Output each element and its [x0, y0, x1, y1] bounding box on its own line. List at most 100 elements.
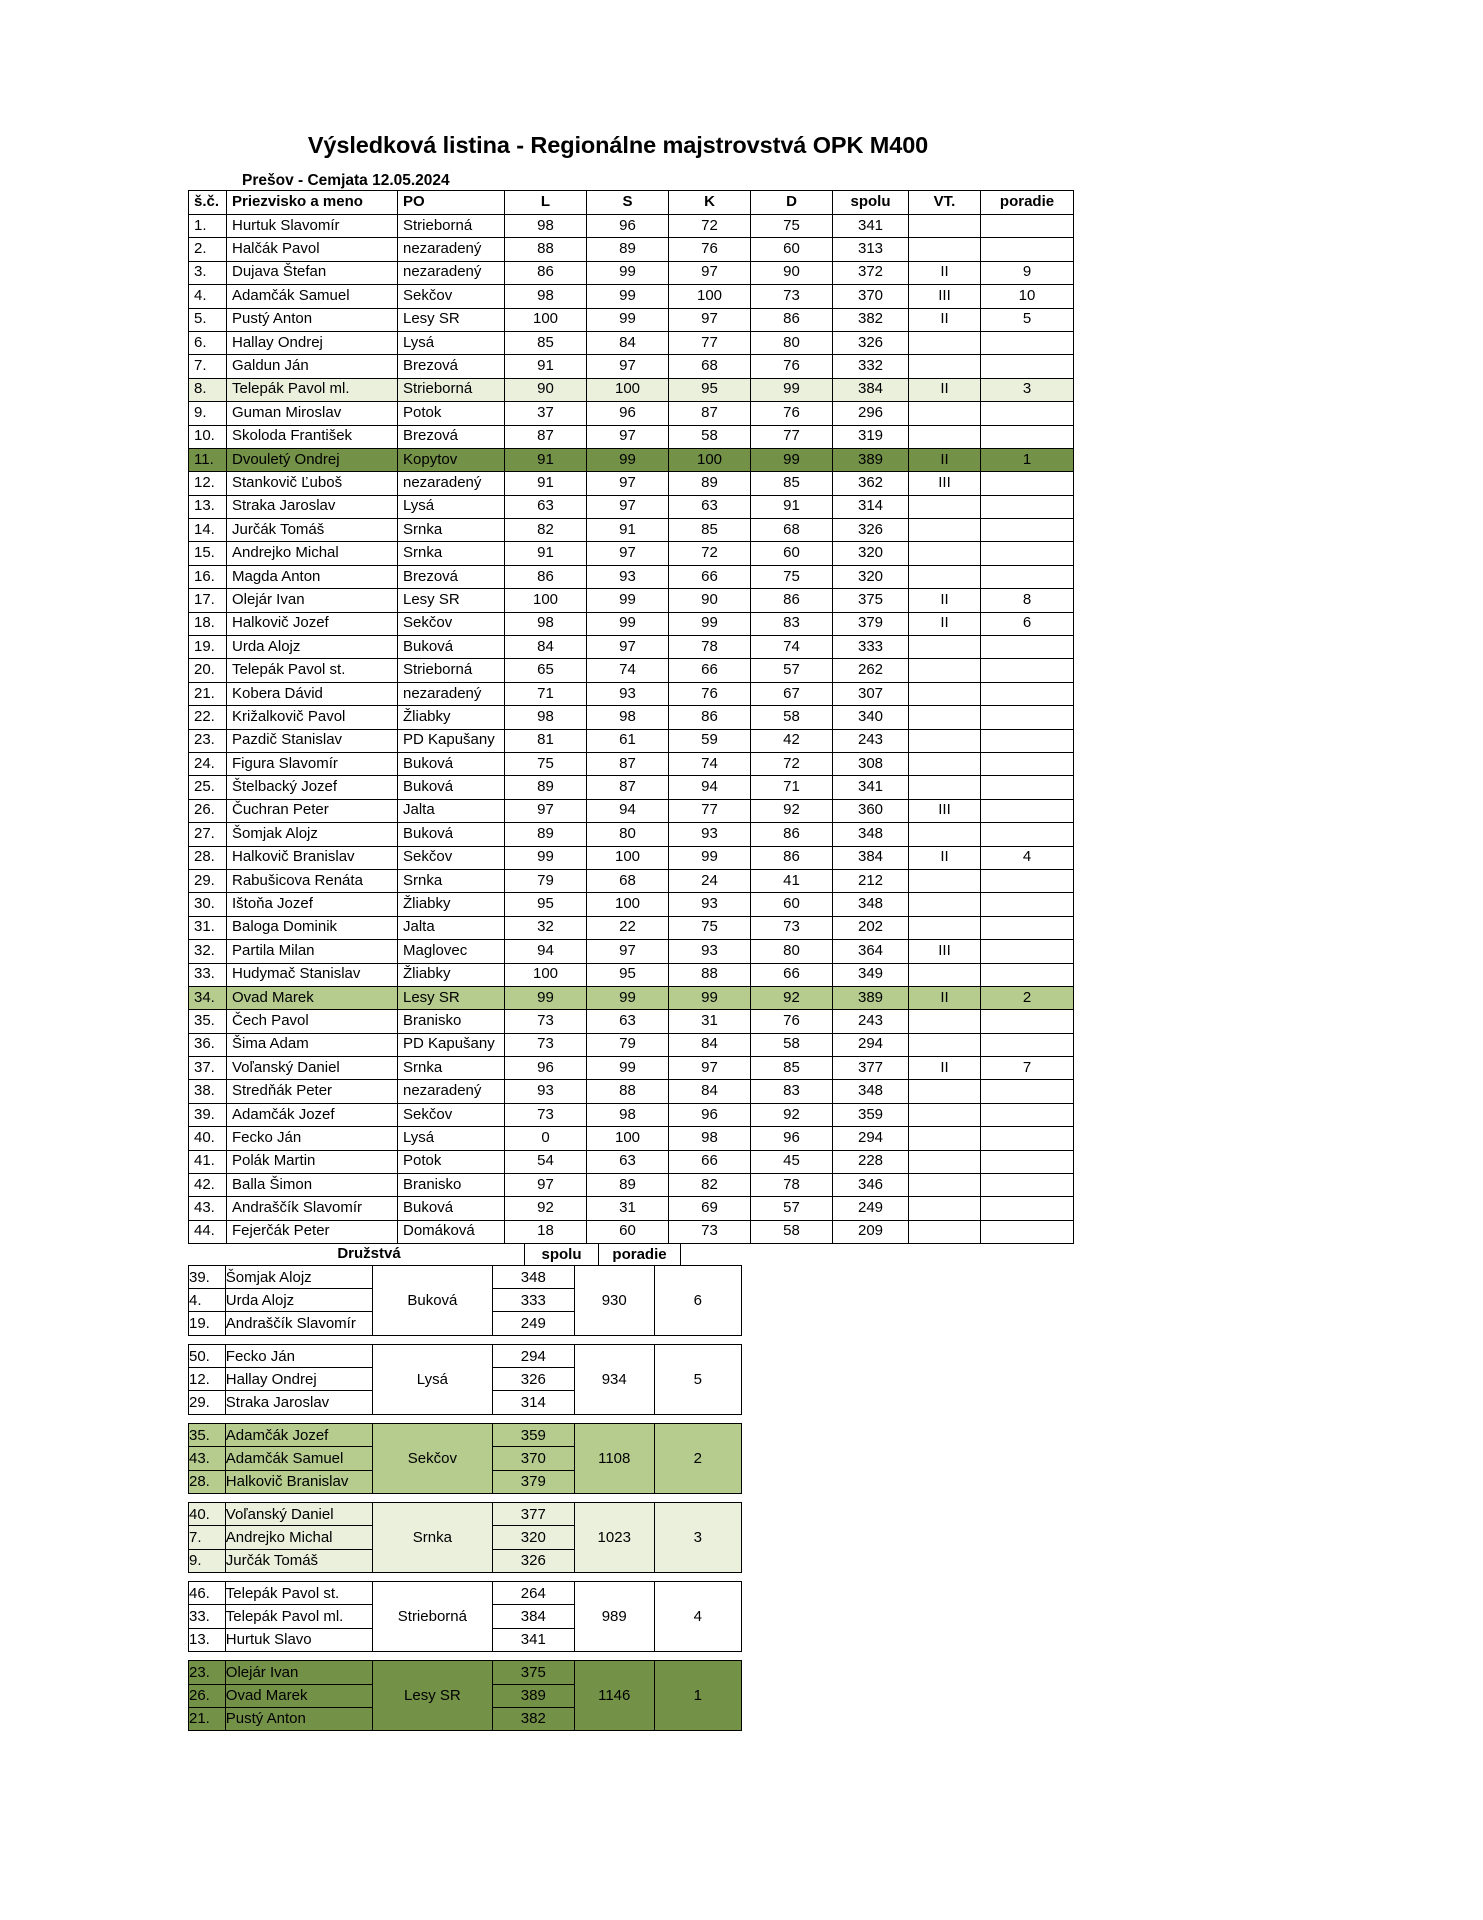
- cell-poradie: [980, 1126, 1074, 1151]
- cell-sc: 27.: [188, 822, 227, 847]
- cell-sc: 2.: [188, 237, 227, 262]
- cell-k: 100: [668, 284, 751, 309]
- cell-vt: [908, 705, 981, 730]
- cell-k: 84: [668, 1079, 751, 1104]
- cell-d: 41: [750, 868, 833, 894]
- cell-sc: 28.: [188, 845, 227, 870]
- team-member-score: 320: [491, 1525, 575, 1550]
- cell-vt: II: [908, 447, 981, 473]
- cell-s: 99: [586, 1056, 669, 1081]
- cell-name: Hudymač Stanislav: [226, 962, 398, 987]
- cell-sc: 30.: [188, 892, 227, 917]
- cell-d: 75: [750, 564, 833, 590]
- cell-spolu: 341: [832, 775, 909, 800]
- cell-d: 80: [750, 330, 833, 356]
- cell-s: 80: [586, 822, 669, 847]
- cell-poradie: [980, 518, 1074, 543]
- cell-s: 98: [586, 705, 669, 730]
- cell-po: Potok: [397, 401, 505, 426]
- cell-k: 66: [668, 1149, 751, 1175]
- team-total-score: 989: [573, 1581, 655, 1652]
- table-row: 26. Čuchran Peter Jalta 97 94 77 92 360 III: [188, 798, 1074, 824]
- cell-spolu: 360: [832, 798, 909, 824]
- team-member-number: 39.: [188, 1264, 226, 1290]
- cell-sc: 8.: [188, 377, 227, 403]
- cell-po: Sekčov: [397, 284, 505, 309]
- cell-vt: [908, 1079, 981, 1104]
- cell-spolu: 370: [832, 284, 909, 309]
- table-row: 42. Balla Šimon Branisko 97 89 82 78 346: [188, 1173, 1074, 1198]
- cell-sc: 12.: [188, 471, 227, 496]
- cell-s: 96: [586, 401, 669, 426]
- cell-vt: [908, 518, 981, 543]
- cell-spolu: 382: [832, 307, 909, 332]
- table-row: 38. Stredňák Peter nezaradený 93 88 84 83 348: [188, 1079, 1074, 1104]
- cell-k: 76: [668, 237, 751, 262]
- cell-poradie: 1: [980, 447, 1074, 473]
- cell-s: 93: [586, 564, 669, 590]
- team-member-name: Šomjak Alojz: [224, 1264, 373, 1290]
- cell-vt: [908, 728, 981, 753]
- team-member-number: 9.: [188, 1548, 226, 1573]
- cell-spolu: 202: [832, 915, 909, 941]
- team-member-score: 264: [491, 1581, 575, 1606]
- table-row: 3. Dujava Štefan nezaradený 86 99 97 90 372 II 9: [188, 260, 1074, 286]
- cell-po: Lesy SR: [397, 588, 505, 613]
- cell-sc: 36.: [188, 1032, 227, 1058]
- cell-po: PD Kapušany: [397, 1032, 505, 1058]
- cell-sc: 3.: [188, 260, 227, 286]
- cell-spolu: 326: [832, 330, 909, 356]
- table-row: 36. Šima Adam PD Kapušany 73 79 84 58 294: [188, 1032, 1074, 1058]
- cell-l: 91: [504, 447, 587, 473]
- cell-l: 84: [504, 635, 587, 660]
- team-member-score: 384: [491, 1604, 575, 1629]
- cell-l: 99: [504, 845, 587, 870]
- cell-po: Lesy SR: [397, 985, 505, 1011]
- cell-l: 100: [504, 307, 587, 332]
- cell-name: Pazdič Stanislav: [226, 728, 398, 753]
- cell-s: 99: [586, 284, 669, 309]
- cell-d: 68: [750, 518, 833, 543]
- cell-l: 99: [504, 985, 587, 1011]
- cell-s: 99: [586, 260, 669, 286]
- cell-poradie: [980, 1032, 1074, 1058]
- cell-po: Buková: [397, 822, 505, 847]
- cell-s: 87: [586, 751, 669, 777]
- cell-name: Halkovič Jozef: [226, 611, 398, 637]
- cell-sc: 23.: [188, 728, 227, 753]
- column-header-l: L: [504, 190, 587, 215]
- cell-s: 74: [586, 658, 669, 683]
- cell-l: 73: [504, 1009, 587, 1034]
- cell-spolu: 314: [832, 494, 909, 520]
- team-member-row: 9. Jurčák Tomáš 326: [188, 1548, 742, 1573]
- table-row: 19. Urda Alojz Buková 84 97 78 74 333: [188, 635, 1074, 660]
- table-row: 8. Telepák Pavol ml. Strieborná 90 100 95 99 38…: [188, 377, 1074, 403]
- cell-k: 77: [668, 798, 751, 824]
- table-row: 37. Voľanský Daniel Srnka 96 99 97 85 377 II 7: [188, 1056, 1074, 1081]
- cell-k: 93: [668, 822, 751, 847]
- team-member-number: 13.: [188, 1627, 226, 1652]
- cell-d: 73: [750, 284, 833, 309]
- cell-poradie: [980, 775, 1074, 800]
- team-member-number: 46.: [188, 1581, 226, 1606]
- cell-spolu: 333: [832, 635, 909, 660]
- team-block: 35. Adamčák Jozef Sekčov 359 1108 2 43. Adamčák…: [188, 1423, 743, 1494]
- team-member-number: 19.: [188, 1311, 226, 1336]
- cell-s: 63: [586, 1009, 669, 1034]
- cell-name: Skoloda František: [226, 424, 398, 449]
- cell-l: 89: [504, 775, 587, 800]
- cell-spolu: 262: [832, 658, 909, 683]
- team-member-row: 33. Telepák Pavol ml. 384: [188, 1604, 742, 1629]
- cell-spolu: 389: [832, 985, 909, 1011]
- cell-d: 85: [750, 471, 833, 496]
- team-rank: 6: [653, 1265, 743, 1336]
- cell-d: 80: [750, 939, 833, 964]
- cell-spolu: 364: [832, 939, 909, 964]
- cell-k: 24: [668, 868, 751, 894]
- cell-po: Sekčov: [397, 845, 505, 870]
- cell-poradie: [980, 330, 1074, 356]
- cell-po: Lysá: [397, 330, 505, 356]
- cell-s: 97: [586, 494, 669, 520]
- table-row: 20. Telepák Pavol st. Strieborná 65 74 66 57 26…: [188, 658, 1074, 683]
- cell-l: 71: [504, 681, 587, 707]
